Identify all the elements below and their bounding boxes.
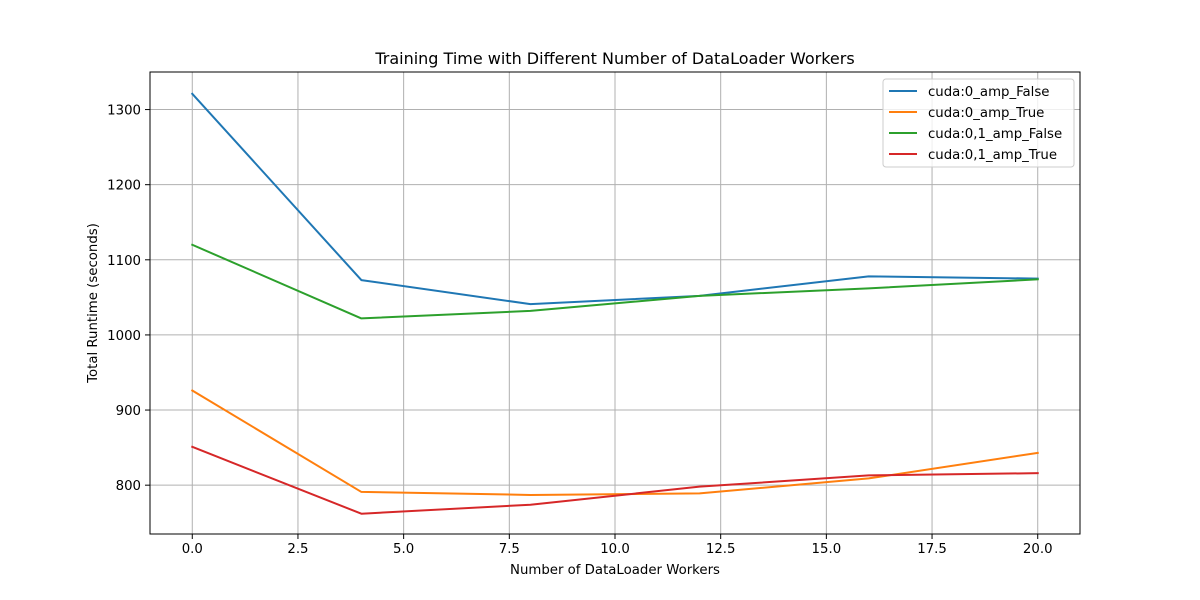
y-tick-label: 800 (116, 479, 141, 494)
y-axis-title: Total Runtime (seconds) (86, 223, 101, 384)
y-tick-label: 1100 (107, 254, 141, 269)
legend-box (882, 78, 1075, 168)
legend-label: cuda:0_amp_True (928, 106, 1044, 121)
x-tick-label: 20.0 (1023, 542, 1053, 557)
legend: cuda:0_amp_False cuda:0_amp_True cuda:0,1_… (882, 78, 1075, 168)
x-axis-title: Number of DataLoader Workers (510, 563, 720, 578)
x-tick-label: 15.0 (812, 542, 842, 557)
legend-label: cuda:0_amp_False (928, 85, 1049, 100)
y-tick-label: 1200 (107, 179, 141, 194)
y-tick-label: 1000 (107, 329, 141, 344)
series-lines (190, 92, 1039, 515)
x-tick-label: 2.5 (287, 542, 308, 557)
legend-label: cuda:0,1_amp_False (928, 127, 1062, 142)
x-tick-label: 7.5 (499, 542, 520, 557)
series-line-3 (190, 243, 1039, 320)
x-tick-label: 10.0 (600, 542, 630, 557)
y-tick-label: 900 (116, 404, 141, 419)
chart-title: Training Time with Different Number of D… (374, 49, 854, 68)
y-axis: 800 900 1000 1100 1200 1300 (107, 104, 150, 494)
series-line-4 (190, 445, 1039, 515)
x-tick-label: 5.0 (393, 542, 414, 557)
x-tick-label: 12.5 (706, 542, 736, 557)
y-tick-label: 1300 (107, 104, 141, 119)
series-line-1 (190, 92, 1039, 306)
legend-label: cuda:0,1_amp_True (928, 148, 1057, 163)
x-tick-label: 0.0 (182, 542, 203, 557)
x-axis: 0.0 2.5 5.0 7.5 10.0 12.5 15.0 17.5 20.0 (182, 534, 1053, 557)
x-tick-label: 17.5 (917, 542, 947, 557)
